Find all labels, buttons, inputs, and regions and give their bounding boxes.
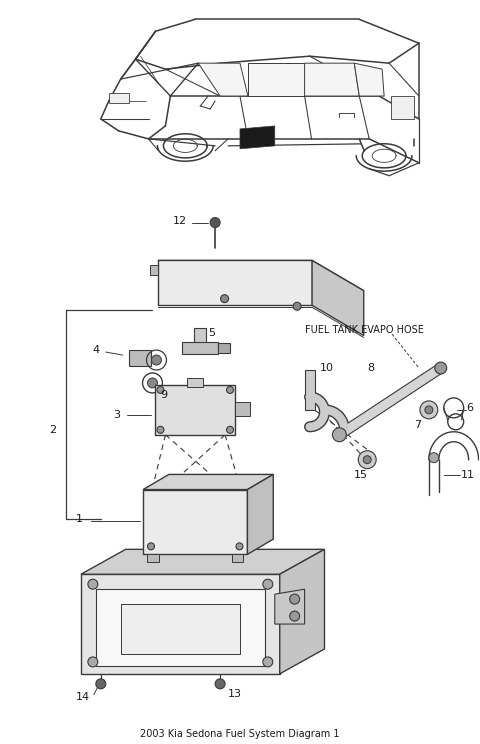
- Bar: [194, 328, 206, 346]
- Text: 2003 Kia Sedona Fuel System Diagram 1: 2003 Kia Sedona Fuel System Diagram 1: [140, 728, 340, 739]
- Polygon shape: [143, 475, 273, 490]
- Circle shape: [420, 401, 438, 419]
- Polygon shape: [275, 589, 305, 624]
- Polygon shape: [96, 589, 265, 666]
- Circle shape: [429, 452, 439, 463]
- Polygon shape: [248, 63, 305, 96]
- Text: 9: 9: [160, 390, 168, 400]
- Polygon shape: [305, 63, 359, 96]
- Circle shape: [157, 426, 164, 433]
- Polygon shape: [336, 364, 444, 439]
- Polygon shape: [129, 350, 151, 366]
- Bar: [147, 554, 159, 562]
- Circle shape: [333, 428, 347, 442]
- Polygon shape: [81, 549, 324, 574]
- Polygon shape: [158, 260, 364, 291]
- Circle shape: [290, 611, 300, 621]
- Bar: [235, 402, 250, 416]
- Polygon shape: [280, 549, 324, 674]
- Circle shape: [290, 594, 300, 604]
- Text: 3: 3: [113, 410, 120, 420]
- Circle shape: [147, 378, 157, 388]
- Circle shape: [215, 679, 225, 689]
- Circle shape: [236, 543, 243, 550]
- Circle shape: [157, 386, 164, 394]
- Text: 11: 11: [461, 469, 475, 480]
- Bar: [305, 370, 314, 410]
- Text: 12: 12: [172, 216, 187, 225]
- Polygon shape: [120, 604, 240, 654]
- Polygon shape: [240, 126, 275, 149]
- Circle shape: [210, 217, 220, 228]
- Circle shape: [88, 657, 98, 667]
- Text: 15: 15: [354, 469, 368, 480]
- Polygon shape: [391, 96, 414, 119]
- Bar: [156, 385, 235, 434]
- Circle shape: [227, 386, 233, 394]
- Text: FUEL TANK EVAPO HOSE: FUEL TANK EVAPO HOSE: [305, 325, 423, 335]
- Circle shape: [263, 657, 273, 667]
- Text: 7: 7: [414, 420, 421, 430]
- Polygon shape: [354, 63, 384, 96]
- Circle shape: [358, 451, 376, 469]
- Text: 4: 4: [93, 345, 100, 355]
- Polygon shape: [150, 266, 158, 275]
- Circle shape: [96, 679, 106, 689]
- Polygon shape: [312, 260, 364, 336]
- Bar: [231, 554, 243, 562]
- Polygon shape: [81, 574, 280, 674]
- Polygon shape: [109, 93, 129, 103]
- Text: 6: 6: [467, 403, 474, 413]
- Polygon shape: [158, 260, 312, 305]
- Bar: [218, 343, 230, 353]
- Circle shape: [221, 295, 228, 303]
- Text: 13: 13: [228, 689, 242, 699]
- Polygon shape: [247, 475, 273, 554]
- Text: 10: 10: [320, 363, 334, 373]
- Polygon shape: [143, 490, 247, 554]
- Circle shape: [293, 302, 301, 310]
- Text: 1: 1: [76, 514, 83, 525]
- Text: 2: 2: [49, 425, 56, 434]
- Circle shape: [227, 426, 233, 433]
- Circle shape: [363, 455, 371, 464]
- Circle shape: [435, 362, 447, 374]
- Bar: [187, 378, 203, 387]
- Bar: [182, 342, 218, 354]
- Text: 8: 8: [367, 363, 374, 373]
- Circle shape: [147, 543, 155, 550]
- Circle shape: [425, 406, 433, 414]
- Text: 5: 5: [208, 328, 215, 338]
- Polygon shape: [198, 63, 248, 96]
- Circle shape: [152, 355, 161, 365]
- Circle shape: [263, 580, 273, 589]
- Text: 14: 14: [76, 692, 90, 702]
- Circle shape: [88, 580, 98, 589]
